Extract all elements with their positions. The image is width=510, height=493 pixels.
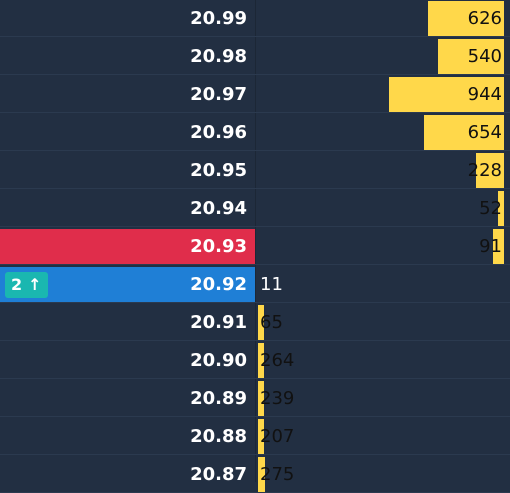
buy-volume-bar bbox=[258, 419, 264, 454]
price-cell[interactable]: 20.88 bbox=[190, 426, 247, 447]
sell-volume[interactable]: 626 bbox=[467, 8, 502, 29]
ladder-row[interactable]: 20.95 228 bbox=[0, 153, 510, 189]
price-cell[interactable]: 20.89 bbox=[190, 388, 247, 409]
buy-volume[interactable]: 11 bbox=[260, 274, 283, 295]
buy-volume[interactable]: 207 bbox=[260, 426, 295, 447]
price-cell[interactable]: 20.91 bbox=[190, 312, 247, 333]
ladder-row[interactable]: 20.96 654 bbox=[0, 115, 510, 151]
sell-volume-bar bbox=[389, 77, 504, 112]
ladder-row[interactable]: 20.88 207 bbox=[0, 419, 510, 455]
price-cell[interactable]: 20.87 bbox=[190, 464, 247, 485]
buy-volume[interactable]: 264 bbox=[260, 350, 295, 371]
sell-volume-bar bbox=[493, 229, 504, 264]
price-cell[interactable]: 20.98 bbox=[190, 46, 247, 67]
price-cell[interactable]: 20.94 bbox=[190, 198, 247, 219]
sell-volume[interactable]: 52 bbox=[479, 198, 502, 219]
price-cell[interactable]: 20.99 bbox=[190, 8, 247, 29]
buy-volume-bar bbox=[258, 381, 264, 416]
sell-volume-bar bbox=[476, 153, 504, 188]
sell-volume-bar bbox=[424, 115, 504, 150]
buy-volume-bar bbox=[258, 457, 265, 492]
buy-volume[interactable]: 65 bbox=[260, 312, 283, 333]
ladder-row[interactable]: 20.92 2 ↑ 11 bbox=[0, 267, 510, 303]
ladder-row[interactable]: 20.91 65 bbox=[0, 305, 510, 341]
best-ask-price[interactable]: 20.93 bbox=[0, 229, 255, 264]
order-count: 2 bbox=[11, 275, 23, 294]
buy-volume-bar bbox=[258, 305, 264, 340]
price-cell[interactable]: 20.95 bbox=[190, 160, 247, 181]
price-cell[interactable]: 20.96 bbox=[190, 122, 247, 143]
sell-volume[interactable]: 228 bbox=[467, 160, 502, 181]
ladder-row[interactable]: 20.97 944 bbox=[0, 77, 510, 113]
sell-volume[interactable]: 540 bbox=[467, 46, 502, 67]
sell-volume-bar bbox=[428, 1, 504, 36]
ladder-row[interactable]: 20.98 540 bbox=[0, 39, 510, 75]
sell-volume-bar bbox=[438, 39, 504, 74]
buy-volume[interactable]: 275 bbox=[260, 464, 295, 485]
ladder-row[interactable]: 20.94 52 bbox=[0, 191, 510, 227]
ladder-row[interactable]: 20.87 275 bbox=[0, 457, 510, 493]
buy-volume-bar bbox=[258, 343, 264, 378]
ladder-row[interactable]: 20.93 91 bbox=[0, 229, 510, 265]
arrow-up-icon: ↑ bbox=[28, 275, 42, 294]
sell-volume[interactable]: 654 bbox=[467, 122, 502, 143]
sell-volume[interactable]: 944 bbox=[467, 84, 502, 105]
sell-volume-bar bbox=[498, 191, 504, 226]
ladder-row[interactable]: 20.99 626 bbox=[0, 1, 510, 37]
sell-volume[interactable]: 91 bbox=[479, 236, 502, 257]
price-cell[interactable]: 20.97 bbox=[190, 84, 247, 105]
ladder-row[interactable]: 20.90 264 bbox=[0, 343, 510, 379]
price-cell[interactable]: 20.90 bbox=[190, 350, 247, 371]
ladder-row[interactable]: 20.89 239 bbox=[0, 381, 510, 417]
buy-volume[interactable]: 239 bbox=[260, 388, 295, 409]
working-orders-badge[interactable]: 2 ↑ bbox=[5, 272, 48, 298]
column-divider bbox=[255, 0, 256, 482]
